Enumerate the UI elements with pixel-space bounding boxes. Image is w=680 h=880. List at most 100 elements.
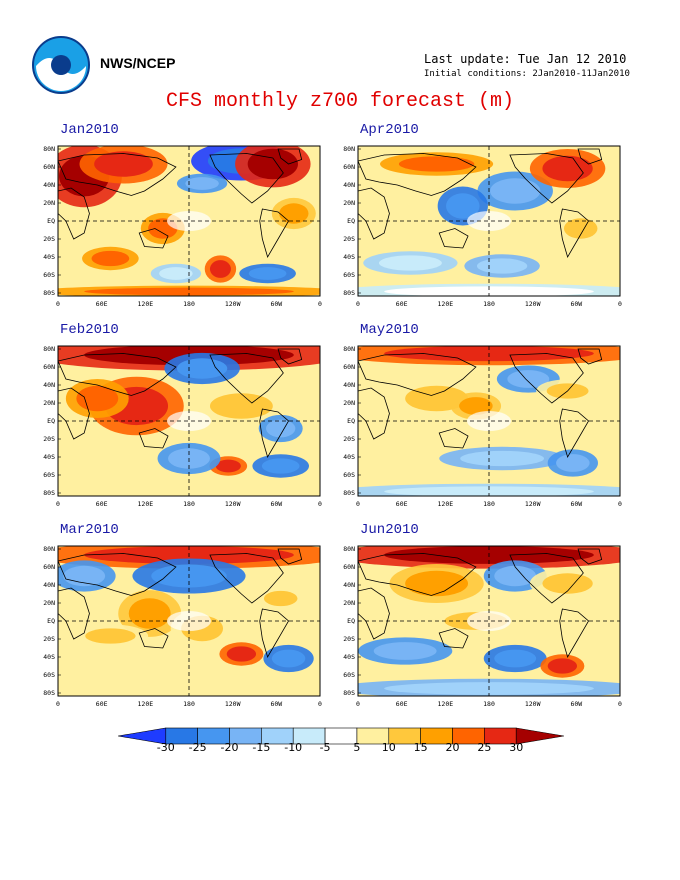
- anomaly-field: [58, 546, 320, 696]
- lat-tick-label: 80S: [343, 689, 355, 697]
- lon-tick-label: 120W: [225, 300, 241, 308]
- coastline: [58, 387, 90, 440]
- coastline: [577, 548, 603, 565]
- lon-tick-label: 60W: [270, 300, 282, 308]
- lat-tick-label: 80N: [343, 145, 355, 153]
- anomaly-core: [248, 267, 287, 280]
- lon-tick-label: 0: [618, 300, 622, 308]
- neutral-patch: [167, 611, 211, 631]
- lon-tick-label: 180: [183, 300, 195, 308]
- colorbar: [118, 727, 564, 745]
- lat-tick-label: 40N: [43, 381, 55, 389]
- lat-tick-label: 60S: [43, 671, 55, 679]
- lat-tick-label: 40N: [343, 181, 355, 189]
- coastline: [259, 408, 290, 459]
- lat-tick-label: 20N: [343, 399, 355, 407]
- coastline: [58, 553, 177, 596]
- lon-tick-label: 120E: [438, 300, 454, 308]
- anomaly-core: [176, 358, 228, 379]
- lon-tick-label: 120E: [438, 700, 454, 708]
- coastline: [438, 428, 469, 449]
- anomaly-core: [85, 628, 136, 644]
- lat-tick-label: 80S: [43, 689, 55, 697]
- colorbar-label: 30: [509, 741, 524, 754]
- colorbar-label: -5: [319, 741, 331, 754]
- coastline: [58, 187, 90, 240]
- anomaly-field: [58, 346, 320, 496]
- coastline: [138, 228, 169, 249]
- lat-tick-label: 20N: [43, 199, 55, 207]
- panel-title-jan: Jan2010: [60, 122, 119, 138]
- anomaly-core: [384, 286, 594, 296]
- coastline: [509, 553, 584, 604]
- lon-tick-label: 180: [483, 300, 495, 308]
- coastline: [559, 408, 590, 459]
- lon-tick-label: 0: [618, 500, 622, 508]
- lon-tick-label: 60E: [396, 700, 408, 708]
- coastline: [58, 153, 177, 196]
- lat-tick-label: 20S: [343, 235, 355, 243]
- lon-tick-label: 120W: [525, 700, 541, 708]
- lat-tick-label: 20N: [343, 599, 355, 607]
- lon-tick-label: 0: [56, 300, 60, 308]
- lat-tick-label: 20S: [343, 635, 355, 643]
- lon-tick-label: 120W: [525, 300, 541, 308]
- lat-tick-label: 80N: [43, 345, 55, 353]
- anomaly-core: [494, 565, 537, 587]
- coastline: [259, 608, 290, 659]
- lon-tick-label: 60W: [270, 700, 282, 708]
- lon-tick-label: 60W: [570, 300, 582, 308]
- coastline: [259, 208, 290, 259]
- anomaly-core: [446, 193, 480, 219]
- lat-tick-label: 20N: [43, 399, 55, 407]
- anomaly-core: [507, 370, 550, 388]
- coastline: [209, 553, 284, 604]
- anomaly-core: [209, 260, 231, 278]
- coastline: [577, 148, 603, 165]
- anomaly-core: [476, 258, 528, 274]
- anomaly-core: [556, 454, 590, 472]
- lon-tick-label: 60E: [96, 700, 108, 708]
- neutral-patch: [167, 411, 211, 431]
- colorbar-label: -15: [252, 741, 271, 754]
- coastline: [577, 348, 603, 365]
- coastline: [58, 587, 90, 640]
- lat-tick-label: 80S: [343, 289, 355, 297]
- lon-tick-label: 60W: [570, 700, 582, 708]
- panel-title-mar: Mar2010: [60, 522, 119, 538]
- lon-tick-label: 0: [356, 500, 360, 508]
- colorbar-label: 10: [381, 741, 396, 754]
- agency-label: NWS/NCEP: [100, 55, 176, 71]
- lat-tick-label: 40S: [43, 453, 55, 461]
- lon-tick-label: 120E: [138, 700, 154, 708]
- panel-title-apr: Apr2010: [360, 122, 419, 138]
- lon-tick-label: 60E: [96, 300, 108, 308]
- lon-tick-label: 0: [618, 700, 622, 708]
- lat-tick-label: 60S: [343, 671, 355, 679]
- anomaly-field: [358, 346, 620, 496]
- coastline: [438, 628, 469, 649]
- anomaly-core: [271, 649, 306, 668]
- lat-tick-label: 80N: [43, 145, 55, 153]
- lat-tick-label: 20S: [343, 435, 355, 443]
- lat-tick-label: 80S: [343, 489, 355, 497]
- colorbar-label: 25: [477, 741, 492, 754]
- anomaly-core: [459, 397, 493, 415]
- anomaly-core: [185, 177, 219, 190]
- panel-title-feb: Feb2010: [60, 322, 119, 338]
- lat-tick-label: 40S: [343, 453, 355, 461]
- anomaly-core: [563, 218, 598, 239]
- anomaly-core: [405, 570, 469, 597]
- anomaly-core: [128, 598, 171, 629]
- panel-title-jun: Jun2010: [360, 522, 419, 538]
- lat-tick-label: 60N: [43, 363, 55, 371]
- colorbar-label: -20: [220, 741, 239, 754]
- lat-tick-label: 80N: [343, 545, 355, 553]
- lat-tick-label: 80N: [43, 545, 55, 553]
- lat-tick-label: 60N: [343, 163, 355, 171]
- anomaly-core: [494, 649, 537, 668]
- lon-tick-label: 120E: [138, 500, 154, 508]
- coastline: [209, 353, 284, 404]
